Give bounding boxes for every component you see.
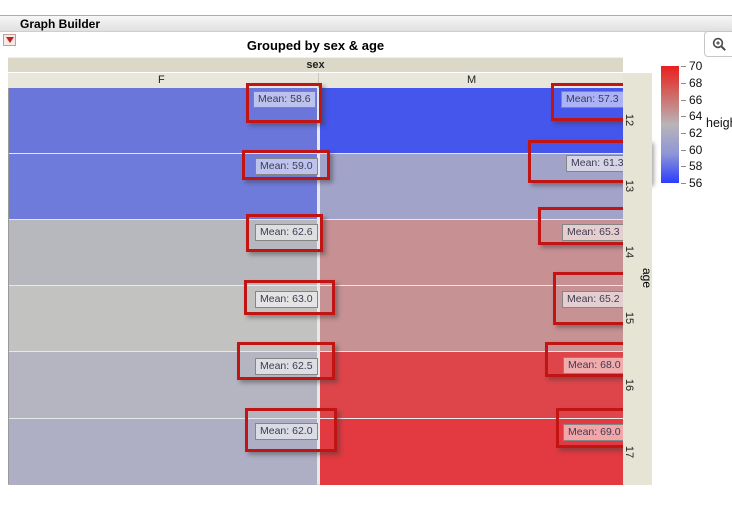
legend-tick-mark xyxy=(681,183,686,184)
legend-tick-mark xyxy=(681,116,686,117)
legend-tick-label: 62 xyxy=(689,126,703,140)
legend-tick-label: 64 xyxy=(689,109,703,123)
legend-tick-label: 56 xyxy=(689,176,703,190)
magnifier-plus-icon xyxy=(712,37,726,51)
row-tick-17: 17 xyxy=(623,445,635,459)
annotation-rect-f-16[interactable] xyxy=(237,342,335,380)
mean-label-f-15: Mean: 63.0 xyxy=(255,291,318,308)
column-header-strip xyxy=(8,73,623,88)
legend-tick-label: 68 xyxy=(689,76,703,90)
row-axis-title: age xyxy=(640,267,655,289)
mean-label-m-17: Mean: 69.0 xyxy=(563,424,626,441)
row-tick-15: 15 xyxy=(623,311,635,325)
row-tick-12: 12 xyxy=(623,113,635,127)
legend-tick-mark xyxy=(681,83,686,84)
legend-tick-label: 58 xyxy=(689,159,703,173)
annotation-rect-f-12[interactable] xyxy=(246,83,322,123)
mean-label-m-13: Mean: 61.3 xyxy=(566,155,629,172)
annotation-rect-f-14[interactable] xyxy=(246,214,323,252)
annotation-rect-m-14[interactable] xyxy=(538,207,635,245)
row-tick-14: 14 xyxy=(623,245,635,259)
legend-title: height xyxy=(706,116,732,130)
report-title-bar xyxy=(0,15,732,46)
chart-title: Grouped by sex & age xyxy=(246,38,385,53)
zoom-tool-button[interactable] xyxy=(710,35,728,53)
legend-tick-mark xyxy=(681,100,686,101)
annotation-rect-f-17[interactable] xyxy=(245,408,337,452)
legend-tick-mark xyxy=(681,150,686,151)
mean-label-f-17: Mean: 62.0 xyxy=(255,423,318,440)
legend-tick-label: 70 xyxy=(689,59,703,73)
annotation-rect-f-13[interactable] xyxy=(242,150,330,180)
annotation-rect-m-12[interactable] xyxy=(551,83,631,121)
row-axis-strip xyxy=(623,73,652,485)
legend-gradient-bar[interactable] xyxy=(661,66,679,183)
mean-label-f-14: Mean: 62.6 xyxy=(255,224,318,241)
window-title: Graph Builder xyxy=(20,17,101,31)
mean-label-f-16: Mean: 62.5 xyxy=(255,358,318,375)
annotation-rect-m-17[interactable] xyxy=(556,408,631,448)
legend-tick-mark xyxy=(681,66,686,67)
mean-label-m-12: Mean: 57.3 xyxy=(561,91,624,108)
legend-tick-mark xyxy=(681,133,686,134)
mean-label-m-16: Mean: 68.0 xyxy=(563,357,626,374)
column-axis-title: sex xyxy=(8,57,623,72)
legend-tick-label: 60 xyxy=(689,143,703,157)
column-header-m: M xyxy=(467,74,477,86)
legend-tick-label: 66 xyxy=(689,93,703,107)
red-triangle-menu-icon xyxy=(5,37,14,43)
mean-label-f-12: Mean: 58.6 xyxy=(253,91,316,108)
column-header-f: F xyxy=(158,74,165,86)
annotation-rect-f-15[interactable] xyxy=(244,280,335,315)
mean-label-f-13: Mean: 59.0 xyxy=(255,158,318,175)
mean-label-m-15: Mean: 65.2 xyxy=(562,291,625,308)
row-tick-13: 13 xyxy=(623,179,635,193)
column-divider xyxy=(318,73,319,88)
legend-tick-mark xyxy=(681,166,686,167)
row-tick-16: 16 xyxy=(623,378,635,392)
disclosure-menu-button[interactable] xyxy=(3,34,16,46)
